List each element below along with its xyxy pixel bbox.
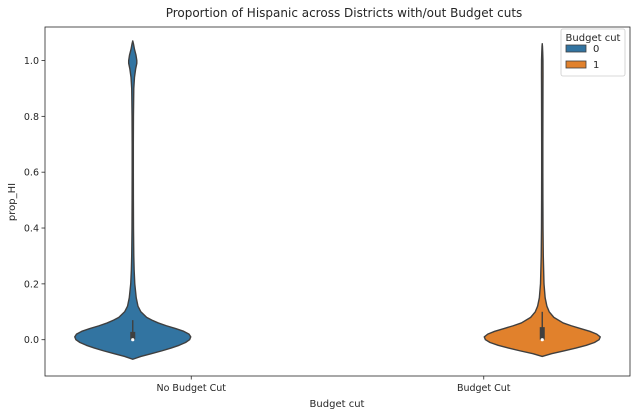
y-tick-label: 0.4 [24,224,39,235]
y-tick-label: 0.0 [24,335,39,346]
box-median-1 [540,338,544,342]
box-median-0 [131,338,135,342]
y-tick-label: 0.6 [24,168,39,179]
violin-1 [483,43,601,358]
violin-0 [74,40,192,360]
box-iqr-1 [539,327,545,340]
x-tick-label: Budget Cut [457,383,511,394]
legend-title: Budget cut [566,33,621,44]
inner-boxes [130,311,545,342]
chart-title: Proportion of Hispanic across Districts … [166,6,523,20]
y-tick-label: 1.0 [24,56,39,67]
plot-frame [44,26,631,377]
violins [74,40,601,360]
y-axis-ticks: 0.0 0.2 0.4 0.6 0.8 1.0 [24,56,45,346]
x-axis-label: Budget cut [310,399,365,410]
legend-swatch-1 [565,60,587,69]
y-tick-label: 0.8 [24,112,39,123]
x-tick-label: No Budget Cut [156,383,226,394]
legend: Budget cut 0 1 [560,28,626,77]
box-iqr-0 [130,331,136,340]
legend-swatch-0 [565,44,587,53]
x-axis-ticks: No Budget Cut Budget Cut [156,376,511,394]
legend-label-0: 0 [593,44,599,55]
legend-label-1: 1 [593,60,599,71]
y-axis-label: prop_HI [7,183,18,221]
y-tick-label: 0.2 [24,279,39,290]
